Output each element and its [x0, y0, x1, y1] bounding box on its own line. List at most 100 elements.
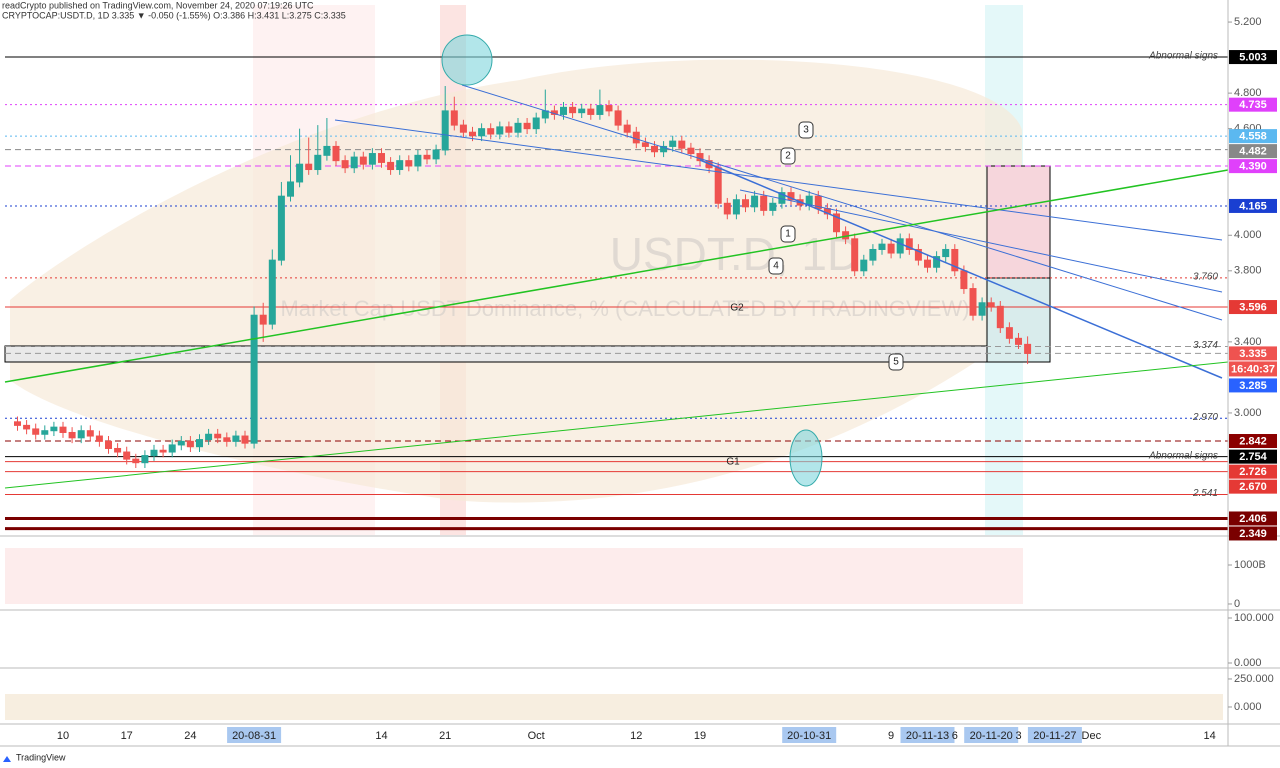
x-label-bg: [900, 727, 955, 743]
x-tick-label: 14: [375, 730, 387, 742]
x-tick-label: 24: [184, 730, 196, 742]
candle-body: [414, 154, 422, 167]
callout: 5: [893, 357, 899, 368]
candle-body: [723, 202, 731, 215]
candle-body: [623, 124, 631, 133]
watermark-description: Market Cap USDT Dominance, % (CALCULATED…: [280, 296, 969, 321]
brand: TradingView: [16, 752, 66, 762]
candle-body: [314, 154, 322, 171]
candle-body: [851, 238, 859, 272]
candle-body: [32, 428, 40, 435]
callout-box: [768, 257, 784, 275]
level-note: 3.760: [1193, 272, 1218, 283]
x-tick-label: 20-11-20: [970, 730, 1013, 742]
label-g2: G2: [730, 303, 744, 314]
risk-box: [986, 165, 1051, 279]
candle-body: [978, 302, 986, 316]
candle-body: [569, 106, 577, 114]
level-note: Abnormal signs: [1148, 51, 1218, 62]
price-label-bg: [1229, 464, 1277, 479]
trend-line: [699, 159, 1223, 379]
x-tick-label: 9: [888, 730, 894, 742]
x-label-bg: [1027, 727, 1082, 743]
y-tick-label: 250.000: [1234, 673, 1274, 685]
candle-body: [678, 140, 686, 149]
candle-body: [632, 131, 640, 144]
x-tick-label: 20-11-27: [1033, 730, 1076, 742]
price-label-bg: [1229, 449, 1277, 464]
x-tick-label: 10: [57, 730, 69, 742]
price-label: 4.165: [1239, 200, 1267, 212]
pane-bg: [5, 548, 1023, 604]
candle-body: [350, 156, 358, 169]
candle-body: [41, 430, 49, 435]
candle-body: [614, 110, 622, 126]
candle-body: [942, 248, 950, 258]
candle-body: [714, 167, 722, 204]
price-label-bg: [1229, 526, 1277, 541]
price-label: 5.003: [1239, 51, 1267, 63]
candle-body: [541, 110, 549, 119]
callout: 1: [785, 229, 791, 240]
x-tick-label: Oct: [528, 730, 545, 742]
x-tick-label: 17: [121, 730, 133, 742]
candle-body: [887, 243, 895, 254]
candle-body: [68, 431, 76, 439]
y-tick-label: 1000B: [1234, 559, 1266, 571]
price-label-bg: [1229, 434, 1277, 449]
candle-body: [960, 270, 968, 290]
candle-body: [378, 153, 385, 163]
header-symbol: CRYPTOCAP:USDT.D, 1D 3.335 ▼ -0.050 (-1.…: [2, 10, 346, 20]
candle-body: [114, 447, 122, 453]
candle-body: [423, 154, 431, 160]
candle-body: [532, 117, 540, 130]
candle-body: [241, 435, 249, 444]
level-layer: Abnormal signs 3.760 3.374 2.970 Abnormal si…: [5, 51, 1228, 531]
price-label: 4.735: [1239, 99, 1267, 111]
x-tick-label: 14: [1203, 730, 1215, 742]
price-label-bg: [1229, 346, 1277, 361]
y-tick-label: 100.000: [1234, 612, 1274, 624]
y-tick-label: 3.000: [1234, 407, 1262, 419]
candle-body: [123, 451, 131, 460]
candle-body: [514, 122, 522, 133]
candle-body: [141, 455, 149, 464]
candle-body: [132, 458, 140, 464]
candle-body: [860, 259, 868, 272]
candle-body: [487, 128, 495, 135]
y-tick-label: 0.000: [1234, 701, 1262, 713]
candle-body: [578, 108, 586, 114]
candle-body: [23, 424, 31, 430]
candle-body: [996, 305, 1004, 329]
candle-body: [478, 128, 486, 137]
candle-body: [432, 149, 440, 160]
candle-body: [268, 259, 276, 325]
candle-body: [168, 444, 176, 453]
price-label: 3.596: [1239, 301, 1267, 313]
candle-body: [914, 248, 922, 261]
trend-line: [334, 119, 1223, 241]
brand-logo: [3, 756, 11, 762]
price-label-bg: [1229, 378, 1277, 393]
countdown-bg: [1229, 361, 1277, 377]
x-tick-label: 21: [439, 730, 451, 742]
candle-body: [687, 147, 695, 155]
drawings: [4, 34, 1229, 489]
candle-body: [969, 288, 977, 316]
candle-body: [523, 122, 531, 130]
x-tick-label: Dec: [1082, 730, 1102, 742]
x-tick-label: 20-08-31: [232, 730, 276, 742]
y-tick-label: 5.200: [1234, 16, 1262, 28]
level-note: 2.541: [1192, 488, 1218, 499]
candle-body: [469, 131, 476, 137]
y-tick-label: 3.400: [1234, 336, 1262, 348]
candle-body: [641, 142, 649, 147]
candle-body: [760, 195, 768, 211]
x-tick-label: 20-11-13: [906, 730, 949, 742]
x-label-bg: [227, 727, 282, 743]
candle-body: [186, 440, 194, 448]
highlight-circle: [789, 429, 823, 487]
x-tick-label: 12: [630, 730, 642, 742]
y-tick-label: 0.000: [1234, 657, 1262, 669]
candle-body: [305, 163, 313, 171]
